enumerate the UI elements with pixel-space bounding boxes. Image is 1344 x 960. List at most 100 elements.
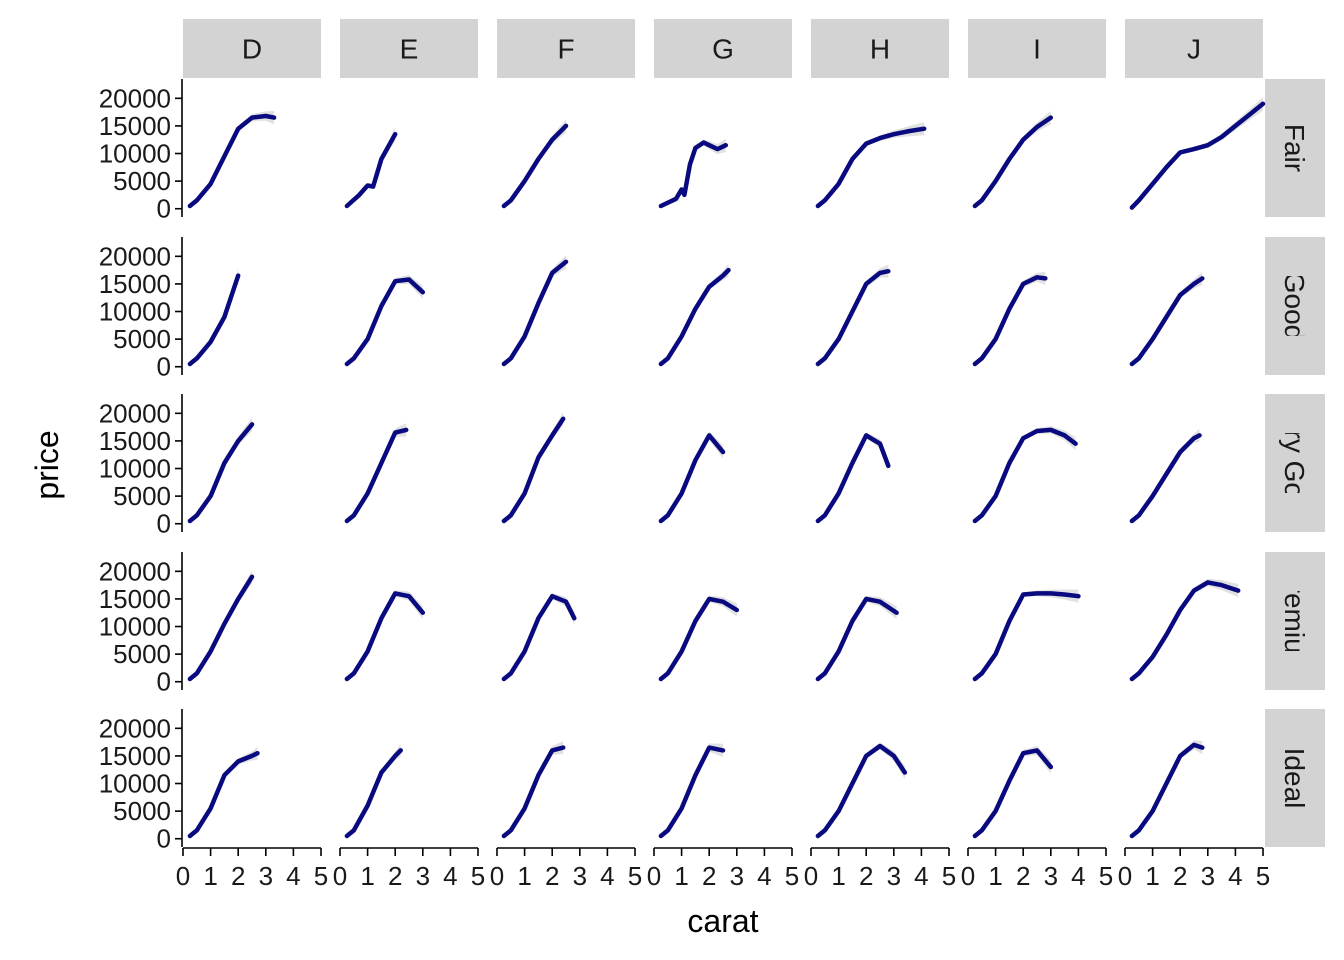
facet-strip-col-G xyxy=(654,19,792,78)
facet-strip-col-D xyxy=(183,19,321,78)
facet-strip-col-J xyxy=(1125,19,1263,78)
facet-label-col-H: H xyxy=(870,34,890,65)
y-tick-label: 10000 xyxy=(99,139,171,169)
x-tick-label: 5 xyxy=(785,861,799,891)
panel-J-fair-confidence-band xyxy=(1131,97,1263,210)
panel-J-premium-smooth-line xyxy=(1129,580,1241,682)
panel-D-fair-smooth-line xyxy=(187,113,277,209)
panel-G-very-good-confidence-band xyxy=(660,431,723,523)
x-tick-label: 3 xyxy=(730,861,744,891)
x-tick-label: 5 xyxy=(1099,861,1113,891)
panel-D-good-confidence-band xyxy=(189,269,239,366)
facet-label-col-D: D xyxy=(242,34,262,65)
y-tick-label: 15000 xyxy=(99,426,171,456)
x-tick-label: 3 xyxy=(887,861,901,891)
facet-label-row-ideal: Ideal xyxy=(1279,748,1310,809)
y-tick-label: 15000 xyxy=(99,111,171,141)
y-tick-label: 5000 xyxy=(113,166,171,196)
y-tick-label: 10000 xyxy=(99,612,171,642)
panel-D-very-good-smooth-line xyxy=(187,422,255,524)
x-tick-label: 5 xyxy=(942,861,956,891)
y-tick-label: 10000 xyxy=(99,297,171,327)
facet-label-row-very-good: Very Good xyxy=(1279,397,1310,529)
panel-E-fair-confidence-band xyxy=(346,127,396,208)
x-tick-label: 2 xyxy=(545,861,559,891)
x-tick-label: 0 xyxy=(647,861,661,891)
x-tick-label: 0 xyxy=(804,861,818,891)
panel-F-very-good-smooth-line xyxy=(501,416,566,524)
x-tick-label: 2 xyxy=(702,861,716,891)
panel-I-good-smooth-line xyxy=(972,275,1048,367)
x-tick-label: 0 xyxy=(333,861,347,891)
x-tick-label: 3 xyxy=(259,861,273,891)
panel-I-premium-confidence-band xyxy=(974,589,1079,681)
x-tick-label: 4 xyxy=(443,861,457,891)
x-tick-label: 1 xyxy=(360,861,374,891)
facet-strip-col-E xyxy=(340,19,478,78)
x-tick-label: 0 xyxy=(490,861,504,891)
panel-D-good-smooth-line xyxy=(187,273,241,367)
panel-G-good-smooth-line xyxy=(658,267,731,367)
x-tick-label: 4 xyxy=(757,861,771,891)
y-tick-label: 15000 xyxy=(99,584,171,614)
panel-G-premium-smooth-line xyxy=(658,596,740,682)
x-tick-label: 1 xyxy=(517,861,531,891)
x-tick-label: 4 xyxy=(286,861,300,891)
y-tick-label: 20000 xyxy=(99,713,171,743)
x-tick-label: 4 xyxy=(1071,861,1085,891)
panel-G-very-good-smooth-line xyxy=(658,433,726,524)
panel-J-ideal-smooth-line xyxy=(1129,742,1205,839)
y-tick-label: 20000 xyxy=(99,83,171,113)
panel-G-ideal-confidence-band xyxy=(660,743,723,838)
y-tick-label: 5000 xyxy=(113,796,171,826)
panel-F-premium-smooth-line xyxy=(501,593,577,682)
x-tick-label: 5 xyxy=(314,861,328,891)
y-tick-label: 15000 xyxy=(99,741,171,771)
x-tick-label: 2 xyxy=(231,861,245,891)
facet-label-row-good: Good xyxy=(1279,272,1310,341)
x-tick-label: 5 xyxy=(471,861,485,891)
panel-F-ideal-smooth-line xyxy=(501,745,566,839)
facet-label-col-I: I xyxy=(1033,34,1041,65)
y-axis-title: price xyxy=(29,430,65,499)
x-tick-label: 3 xyxy=(573,861,587,891)
panel-I-very-good-confidence-band xyxy=(974,426,1076,523)
panel-J-very-good-smooth-line xyxy=(1129,433,1202,524)
x-tick-label: 1 xyxy=(203,861,217,891)
facet-label-row-premium: Premium xyxy=(1279,565,1310,677)
panel-H-good-smooth-line xyxy=(815,268,891,367)
panel-G-fair-smooth-line xyxy=(658,140,729,209)
y-tick-label: 5000 xyxy=(113,639,171,669)
panel-E-fair-smooth-line xyxy=(344,131,398,209)
x-tick-label: 1 xyxy=(674,861,688,891)
x-tick-label: 2 xyxy=(1016,861,1030,891)
panel-E-premium-smooth-line xyxy=(344,591,426,682)
y-tick-label: 0 xyxy=(157,194,171,224)
x-tick-label: 4 xyxy=(1228,861,1242,891)
facet-strip-row-premium xyxy=(1265,552,1325,690)
panel-F-good-smooth-line xyxy=(501,259,569,367)
facet-strip-row-fair xyxy=(1265,79,1325,217)
facet-strip-col-I xyxy=(968,19,1106,78)
facet-label-col-G: G xyxy=(712,34,734,65)
panel-H-very-good-smooth-line xyxy=(815,433,891,524)
facet-label-row-fair: Fair xyxy=(1279,124,1310,172)
panel-D-ideal-smooth-line xyxy=(187,750,260,839)
panel-I-fair-smooth-line xyxy=(972,115,1054,209)
x-tick-label: 3 xyxy=(1044,861,1058,891)
y-tick-label: 10000 xyxy=(99,454,171,484)
panel-J-fair-smooth-line xyxy=(1129,101,1266,210)
x-tick-label: 4 xyxy=(600,861,614,891)
panel-F-fair-smooth-line xyxy=(501,123,569,209)
x-tick-label: 3 xyxy=(1201,861,1215,891)
x-tick-label: 1 xyxy=(831,861,845,891)
x-tick-label: 2 xyxy=(859,861,873,891)
